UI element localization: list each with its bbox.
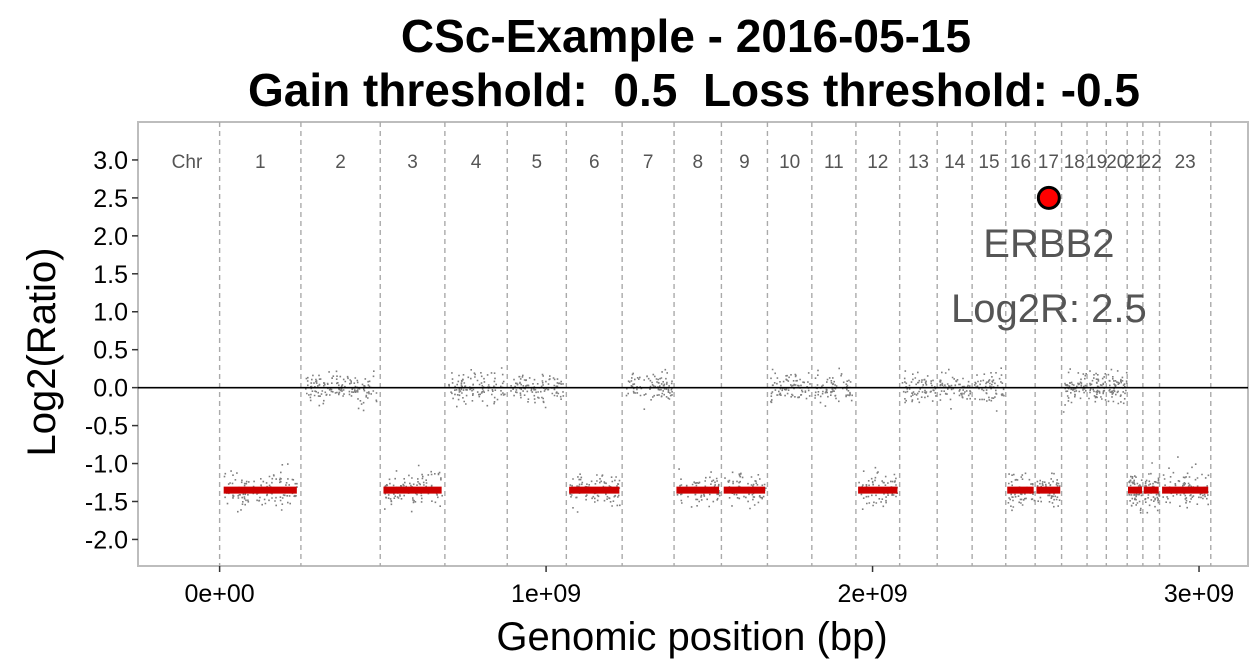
chart-subtitle: Gain threshold: 0.5 Loss threshold: -0.5 (248, 64, 1140, 116)
erbb2-label: ERBB2 (983, 222, 1114, 266)
x-axis-ticks: 0e+00 1e+09 2e+09 3e+09 (185, 566, 1234, 608)
x-tick-label: 2e+09 (837, 580, 907, 608)
y-tick-label: 1.0 (93, 299, 128, 327)
plot-panel (137, 121, 1249, 567)
y-axis-title: Log2(Ratio) (20, 247, 64, 456)
chr-label-18: 18 (1064, 152, 1085, 173)
chr-label-3: 3 (407, 152, 418, 173)
chr-label-14: 14 (944, 152, 966, 173)
x-tick-label: 1e+09 (511, 580, 581, 608)
chr-label-6: 6 (589, 152, 600, 173)
chr-label-5: 5 (531, 152, 542, 173)
chr-label-7: 7 (643, 152, 654, 173)
chr-19-points (1088, 370, 1107, 403)
chr-4-points (448, 367, 506, 408)
chr-label-8: 8 (692, 152, 703, 173)
highlight-gene: ERBB2 Log2R: 2.5 (951, 185, 1147, 331)
y-tick-label: 0.5 (93, 337, 128, 365)
chr-label-23: 23 (1175, 152, 1196, 173)
erbb2-log2r-label: Log2R: 2.5 (951, 287, 1147, 331)
chr-2-points (305, 370, 378, 412)
y-tick-label: 1.5 (93, 261, 128, 289)
chr-header-label: Chr (172, 152, 203, 173)
y-tick-label: 2.5 (93, 185, 128, 213)
chr-label-10: 10 (779, 152, 800, 173)
chr-label-21: 21 (1124, 152, 1145, 173)
y-tick-label: -0.5 (85, 413, 128, 441)
erbb2-point (1036, 185, 1061, 210)
chr-label-13: 13 (908, 152, 929, 173)
data-points (223, 367, 1210, 514)
chr-label-20: 20 (1106, 152, 1127, 173)
y-tick-label: 2.0 (93, 223, 128, 251)
chr-label-4: 4 (471, 152, 482, 173)
chart-title: CSc-Example - 2016-05-15 (401, 10, 971, 62)
chr-5-points (510, 373, 565, 409)
x-tick-label: 3e+09 (1164, 580, 1234, 608)
chr-label-19: 19 (1086, 152, 1107, 173)
x-axis-title: Genomic position (bp) (496, 615, 887, 659)
chr-label-9: 9 (739, 152, 750, 173)
y-tick-label: -1.5 (85, 488, 128, 516)
chr-label-15: 15 (978, 152, 999, 173)
y-tick-label: 0.0 (93, 375, 128, 403)
chromosome-dividers (218, 122, 1212, 566)
chr-label-2: 2 (335, 152, 346, 173)
chr-14-points (939, 368, 972, 410)
chr-label-22: 22 (1141, 152, 1162, 173)
chr-label-11: 11 (824, 152, 844, 173)
chr-label-17: 17 (1038, 152, 1059, 173)
chr-label-16: 16 (1010, 152, 1031, 173)
y-axis-ticks: 3.0 2.5 2.0 1.5 1.0 0.5 0.0 -0.5 -1.0 -1.5 -2.0 (85, 147, 138, 554)
y-tick-label: 3.0 (93, 147, 128, 175)
chr-label-12: 12 (867, 152, 888, 173)
chr-label-1: 1 (255, 152, 266, 173)
y-tick-label: -2.0 (85, 526, 128, 554)
x-tick-label: 0e+00 (185, 580, 255, 608)
chr-15-points (974, 367, 1005, 412)
y-tick-label: -1.0 (85, 451, 128, 479)
